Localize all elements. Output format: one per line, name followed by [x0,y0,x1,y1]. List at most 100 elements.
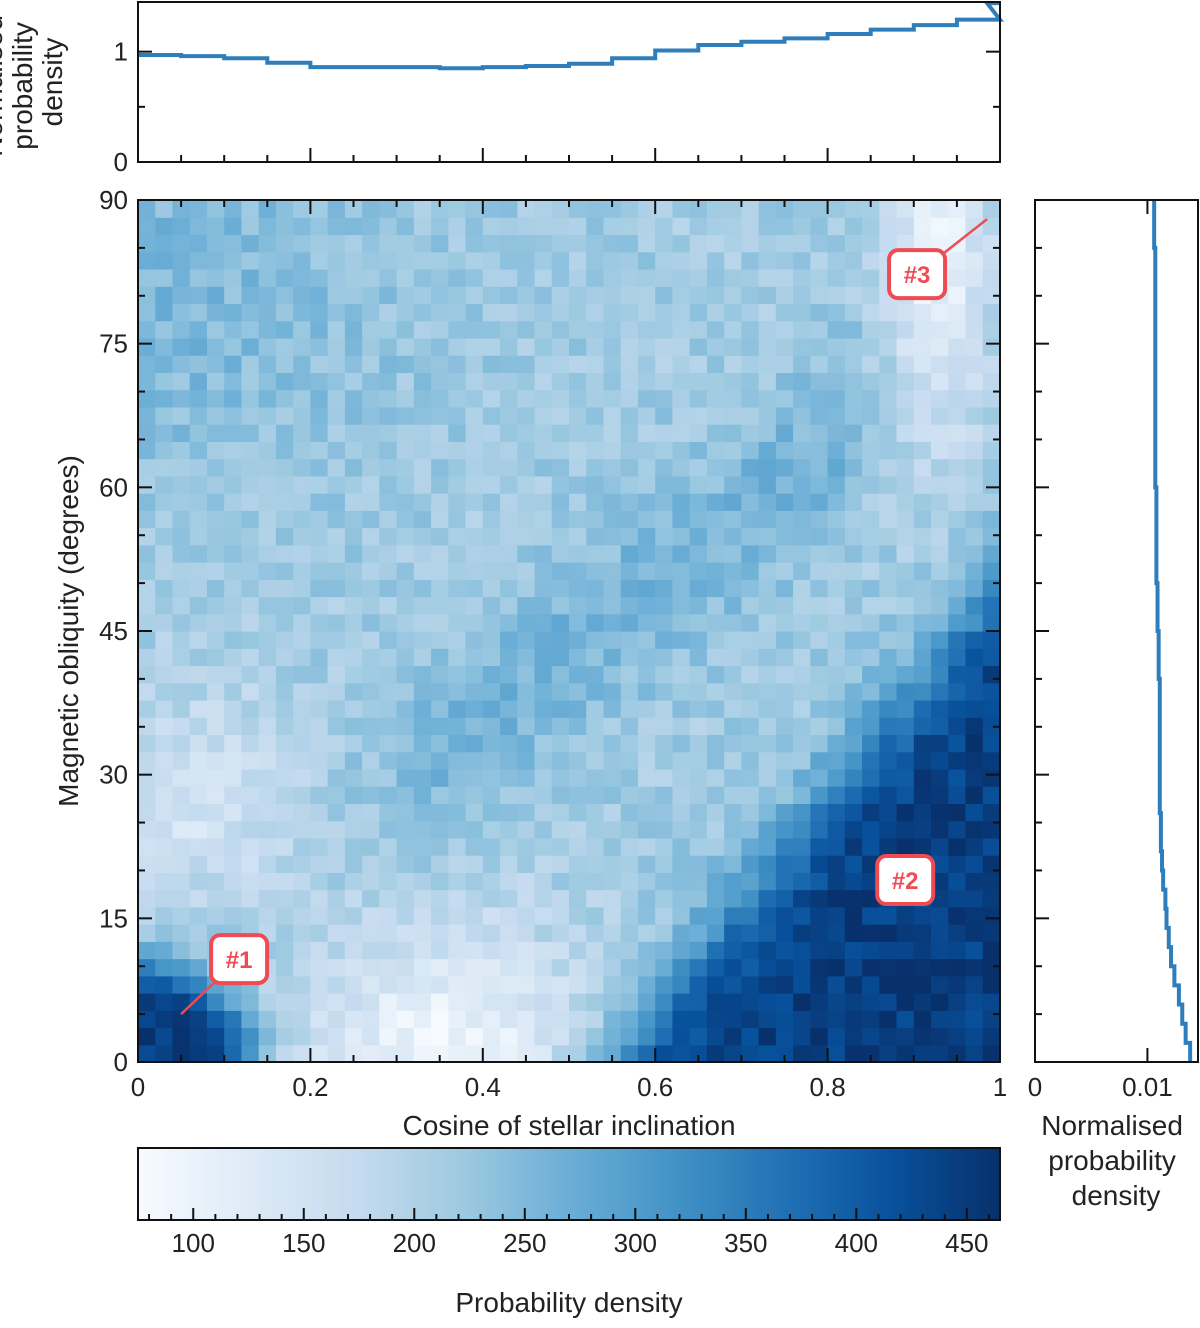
heatmap-cell [517,941,536,960]
heatmap-cell [275,958,294,977]
heatmap-cell [396,1027,415,1046]
heatmap-cell [965,786,984,804]
heatmap-cell [534,958,553,977]
heatmap-cell [206,699,225,718]
heatmap-cell [637,372,656,391]
heatmap-cell [413,906,432,925]
heatmap-cell [465,734,484,753]
heatmap-cell [327,596,346,615]
heatmap-cell [775,975,794,994]
heatmap-cell [948,268,967,287]
heatmap-cell [413,665,432,684]
heatmap-cell [534,837,553,856]
heatmap-cell [844,337,863,356]
heatmap-cell [896,510,915,529]
heatmap-cell [586,1027,605,1046]
heatmap-cell [275,320,294,339]
heatmap-cell [603,820,622,839]
heatmap-cell [224,458,243,477]
heatmap-cell [603,906,622,925]
heatmap-cell [362,337,380,356]
heatmap-cell [810,1010,829,1029]
heatmap-cell [948,1010,967,1029]
heatmap-cell [569,562,587,580]
heatmap-cell [879,217,898,236]
heatmap-cell [534,1027,553,1046]
heatmap-cell [982,855,1001,873]
heatmap-cell [413,1010,432,1029]
heatmap-cell [362,993,380,1011]
heatmap-cell [172,993,191,1011]
heatmap-cell [896,441,915,460]
heatmap-cell [844,803,863,822]
heatmap-cell [362,355,380,373]
heatmap-cell [413,493,432,511]
heatmap-cell [775,872,794,891]
heatmap-cell [517,889,536,908]
heatmap-cell [948,458,967,477]
heatmap-cell [637,855,656,873]
heatmap-cell [844,234,863,253]
heatmap-cell [689,527,708,546]
heatmap-cell [224,993,243,1011]
heatmap-cell [724,337,742,356]
heatmap-cell [258,751,277,770]
heatmap-cell [482,320,501,339]
heatmap-cell [793,889,811,908]
heatmap-cell [534,1010,553,1029]
heatmap-cell [344,217,363,236]
heatmap-cell [982,751,1001,770]
heatmap-cell [827,786,846,804]
heatmap-cell [551,699,570,718]
heatmap-cell [500,751,518,770]
heatmap-cell [689,579,708,598]
heatmap-cell [948,993,967,1011]
heatmap-cell [517,337,536,356]
heatmap-cell [913,1027,932,1046]
heatmap-cell [327,303,346,322]
heatmap-cell [724,872,742,891]
heatmap-cell [344,699,363,718]
heatmap-cell [586,544,605,563]
heatmap-cell [827,665,846,684]
heatmap-cell [586,665,605,684]
heatmap-cell [827,389,846,408]
heatmap-cell [637,510,656,529]
heatmap-cell [569,579,587,598]
heatmap-cell [396,941,415,960]
heatmap-cell [862,527,880,546]
heatmap-cell [431,751,449,770]
heatmap-cell [569,993,587,1011]
heatmap-cell [982,320,1001,339]
heatmap-cell [620,372,639,391]
heatmap-cell [293,682,311,701]
heatmap-cell [327,406,346,425]
heatmap-cell [879,906,898,925]
heatmap-cell [982,544,1001,563]
heatmap-cell [655,320,674,339]
heatmap-cell [206,751,225,770]
heatmap-cell [862,234,880,253]
heatmap-cell [362,958,380,977]
heatmap-cell [344,475,363,494]
heatmap-cell [896,424,915,442]
heatmap-cell [465,510,484,529]
heatmap-cell [931,717,949,736]
heatmap-cell [569,906,587,925]
heatmap-cell [258,906,277,925]
heatmap-cell [396,855,415,873]
heatmap-cell [741,993,760,1011]
heatmap-cell [965,544,984,563]
heatmap-cell [810,837,829,856]
heatmap-cell [293,975,311,994]
main-xtick-label: 0.4 [465,1072,501,1102]
heatmap-cell [672,372,691,391]
heatmap-cell [569,872,587,891]
heatmap-cell [965,699,984,718]
heatmap-cell [172,872,191,891]
heatmap-cell [724,200,742,218]
heatmap-cell [706,820,725,839]
heatmap-cell [896,837,915,856]
heatmap-cell [706,234,725,253]
